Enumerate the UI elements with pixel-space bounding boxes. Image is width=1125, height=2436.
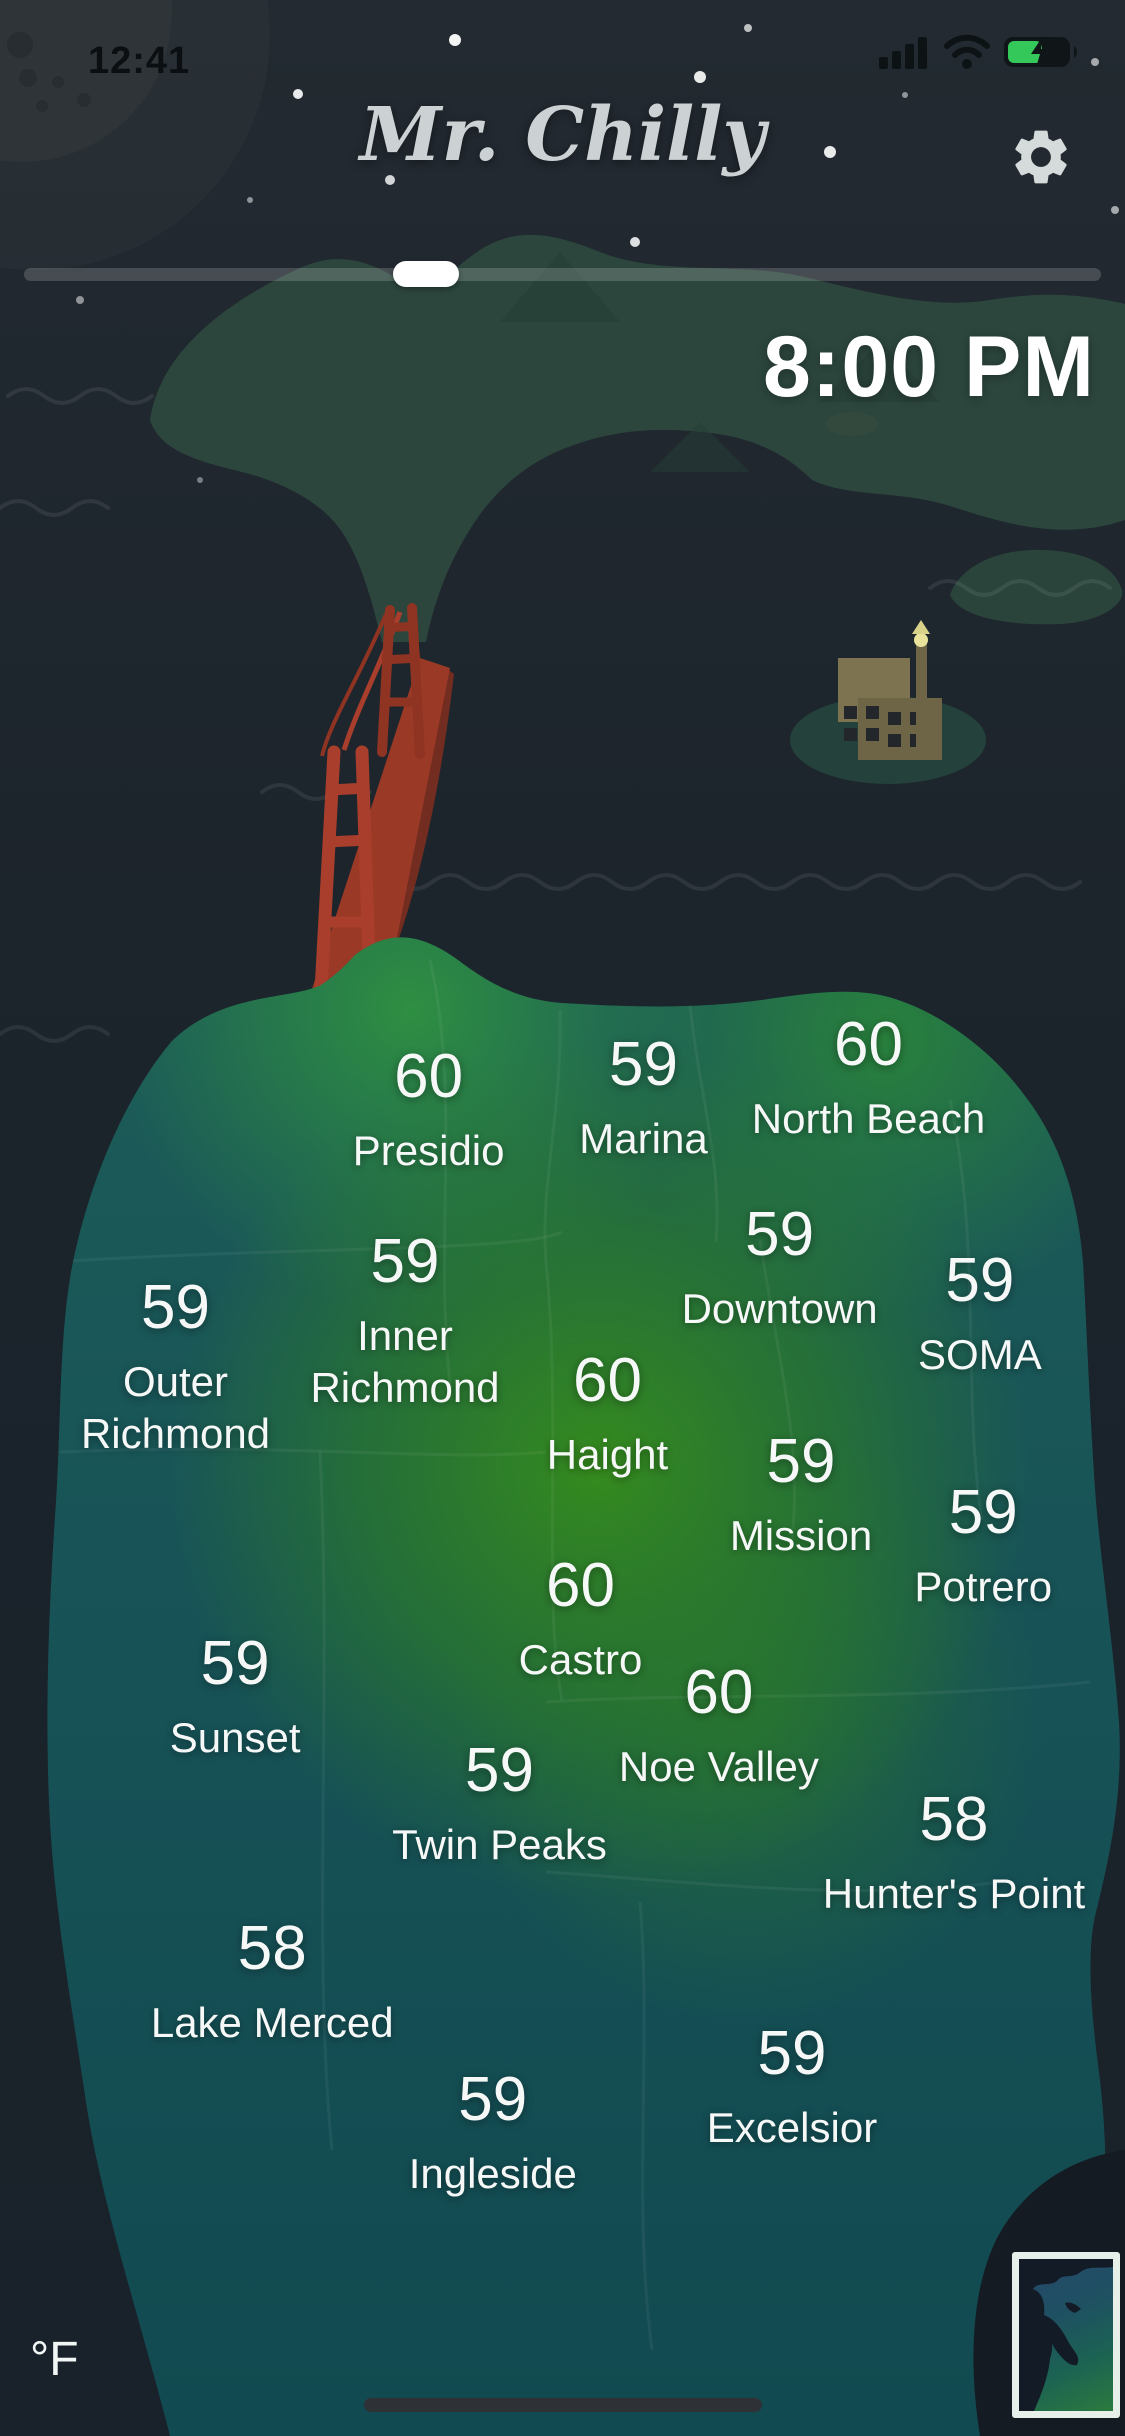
neighborhood-label: 59 Mission <box>631 1418 971 1562</box>
neighborhood-label: 59 SOMA <box>810 1237 1125 1381</box>
battery-charging-icon <box>1003 34 1083 75</box>
temperature-value: 59 <box>465 1736 534 1806</box>
neighborhood-label: 59 Ingleside <box>323 2056 663 2200</box>
neighborhood-name: Presidio <box>352 1126 505 1174</box>
neighborhood-label: 59 Potrero <box>813 1469 1125 1613</box>
temperature-value: 58 <box>919 1784 989 1854</box>
temperature-value: 59 <box>948 1477 1018 1547</box>
temperature-value: 59 <box>200 1628 270 1698</box>
neighborhood-name: Hunter's Point <box>822 1869 1086 1917</box>
temperature-value: 59 <box>141 1273 210 1343</box>
gear-icon <box>1008 124 1074 193</box>
neighborhood-label: 59 Outer Richmond <box>6 1264 346 1460</box>
neighborhood-label: 59 Downtown <box>610 1191 950 1335</box>
time-slider-track[interactable] <box>24 268 1101 281</box>
time-slider[interactable] <box>24 261 1101 287</box>
neighborhood-boundaries <box>54 959 1091 2351</box>
temperature-value: 60 <box>684 1658 754 1728</box>
neighborhood-name: Lake Merced <box>150 1998 394 2046</box>
neighborhood-name: North Beach <box>751 1095 986 1143</box>
status-time: 12:41 <box>88 40 191 82</box>
neighborhood-name: Outer Richmond <box>80 1358 271 1458</box>
neighborhood-label: 60 North Beach <box>699 1001 1039 1145</box>
temperature-value: 59 <box>766 1426 836 1496</box>
moon-icon <box>0 0 172 162</box>
time-slider-thumb[interactable] <box>392 261 459 287</box>
minimap-thumbnail-icon <box>1019 2259 1113 2411</box>
temperature-value: 59 <box>745 1200 815 1270</box>
settings-button[interactable] <box>1005 122 1077 194</box>
neighborhood-name: Ingleside <box>408 2149 577 2197</box>
neighborhood-name: Sunset <box>169 1713 301 1761</box>
temperature-value: 60 <box>546 1550 615 1620</box>
selected-time-label: 8:00 PM <box>762 319 1095 415</box>
neighborhood-label: 60 Noe Valley <box>549 1649 889 1793</box>
neighborhood-label: 60 Presidio <box>259 1033 599 1177</box>
neighborhood-label: 60 Castro <box>411 1542 751 1686</box>
temperature-value: 59 <box>757 2018 827 2088</box>
marin-landmass <box>150 234 1125 642</box>
units-toggle-button[interactable]: °F <box>30 2333 79 2386</box>
neighborhood-label: 59 Sunset <box>65 1620 405 1764</box>
temperature-value: 59 <box>458 2064 528 2134</box>
neighborhood-name: Haight <box>546 1431 669 1479</box>
temperature-value: 59 <box>609 1029 678 1099</box>
neighborhood-label: 59 Marina <box>474 1021 814 1165</box>
sf-peninsula <box>47 937 1120 2436</box>
minimap-button[interactable] <box>1012 2252 1120 2418</box>
heat-glow-noe <box>47 937 1120 2436</box>
neighborhood-name: Inner Richmond <box>310 1312 500 1411</box>
neighborhood-label: 58 Hunter's Point <box>784 1776 1124 1920</box>
neighborhood-name: Downtown <box>681 1285 878 1333</box>
neighborhood-label: 60 Haight <box>438 1337 778 1481</box>
neighborhood-name: Noe Valley <box>618 1743 819 1791</box>
temperature-value: 60 <box>834 1010 903 1080</box>
neighborhood-name: Excelsior <box>706 2103 878 2151</box>
temperature-value: 59 <box>945 1246 1015 1316</box>
neighborhood-name: Castro <box>518 1635 643 1683</box>
home-indicator[interactable] <box>364 2398 762 2412</box>
page-title: Mr. Chilly <box>359 92 766 178</box>
temperature-value: 58 <box>237 1913 307 1983</box>
temperature-value: 59 <box>370 1227 440 1296</box>
neighborhood-label: 58 Lake Merced <box>102 1905 442 2049</box>
neighborhood-name: SOMA <box>918 1331 1042 1379</box>
cellular-signal-icon <box>879 35 931 74</box>
neighborhood-name: Twin Peaks <box>392 1821 607 1869</box>
temperature-value: 60 <box>573 1346 642 1416</box>
neighborhood-label: 59 Twin Peaks <box>330 1727 670 1871</box>
neighborhood-name: Marina <box>579 1114 708 1162</box>
alcatraz-island-icon <box>790 620 986 784</box>
neighborhood-label: 59 Inner Richmond <box>235 1218 575 1414</box>
wifi-icon <box>943 34 991 75</box>
status-bar: 12:41 <box>0 0 1125 100</box>
temperature-value: 60 <box>394 1041 464 1111</box>
neighborhood-label: 59 Excelsior <box>622 2010 962 2154</box>
neighborhood-name: Potrero <box>914 1562 1053 1610</box>
neighborhood-name: Mission <box>729 1511 873 1559</box>
